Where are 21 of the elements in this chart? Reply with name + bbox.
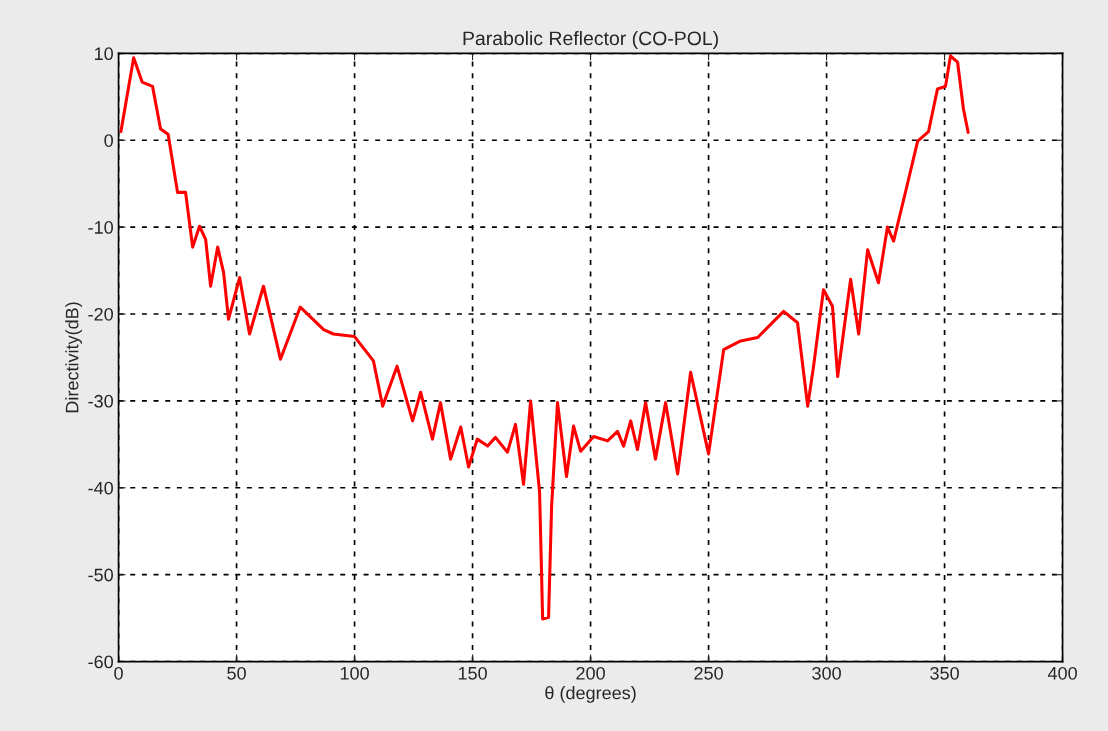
x-tick-label: 250 [694,666,723,680]
line-series [119,54,970,621]
x-axis-title: θ (degrees) [545,686,636,703]
y-axis-title: Directivity(dB) [65,302,83,413]
x-tick-label: 0 [114,666,123,680]
y-tick-label: 0 [104,134,113,147]
y-tick-label: -50 [88,568,113,582]
x-tick-label: 200 [576,666,605,680]
y-tick-label: -40 [88,481,113,495]
x-tick-label: 50 [227,666,246,680]
chart-title: Parabolic Reflector (CO-POL) [463,30,718,50]
x-tick-label: 350 [930,666,959,680]
y-tick-label: -60 [88,655,113,669]
x-tick-label: 100 [340,666,369,680]
x-tick-label: 300 [812,666,841,680]
x-tick-label: 400 [1047,666,1077,680]
y-tick-label: -10 [88,221,113,234]
y-tick-label: -20 [88,307,113,321]
y-tick-label: -30 [88,394,113,408]
x-tick-label: 150 [458,666,487,680]
y-tick-label: 10 [94,47,113,61]
